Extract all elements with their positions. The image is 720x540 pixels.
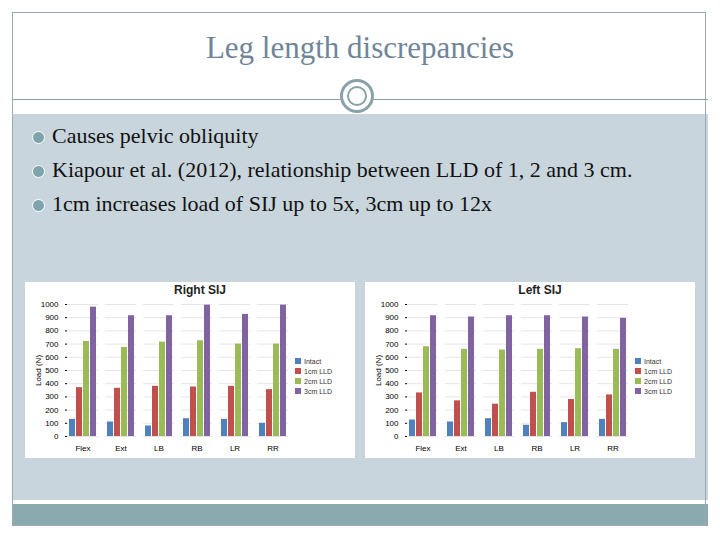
svg-text:RB: RB — [191, 444, 202, 453]
svg-text:0: 0 — [394, 432, 399, 441]
svg-text:900: 900 — [45, 313, 59, 322]
svg-text:LR: LR — [570, 444, 580, 453]
svg-text:300: 300 — [385, 392, 399, 401]
html-text:1cm LLD: 1cm LLD — [304, 367, 332, 375]
svg-text:900: 900 — [385, 313, 399, 322]
html-text:Kiapour et al. (2012), relatio: Kiapour et al. (2012), relationship betw… — [52, 157, 633, 182]
html-text:2cm LLD: 2cm LLD — [304, 377, 332, 385]
svg-text:300: 300 — [45, 392, 59, 401]
svg-text:600: 600 — [385, 353, 399, 362]
html-text:1cm increases load of SIJ up t: 1cm increases load of SIJ up to 5x, 3cm … — [52, 191, 492, 216]
svg-text:200: 200 — [45, 406, 59, 415]
svg-text:Load (N): Load (N) — [34, 355, 43, 386]
html-text:3cm LLD: 3cm LLD — [304, 387, 332, 395]
svg-text:RB: RB — [531, 444, 542, 453]
svg-text:500: 500 — [385, 366, 399, 375]
svg-text:100: 100 — [385, 419, 399, 428]
html-text:Causes pelvic obliquity: Causes pelvic obliquity — [52, 123, 259, 148]
svg-text:RR: RR — [607, 444, 619, 453]
svg-text:Ext: Ext — [115, 444, 127, 453]
svg-text:600: 600 — [45, 353, 59, 362]
svg-text:LB: LB — [494, 444, 504, 453]
html-text:1cm LLD: 1cm LLD — [644, 367, 672, 375]
svg-text:700: 700 — [45, 340, 59, 349]
svg-text:800: 800 — [385, 326, 399, 335]
svg-text:400: 400 — [385, 379, 399, 388]
svg-text:Flex: Flex — [75, 444, 90, 453]
svg-text:500: 500 — [45, 366, 59, 375]
svg-text:RR: RR — [267, 444, 279, 453]
html-text:3cm LLD: 3cm LLD — [644, 387, 672, 395]
svg-text:1000: 1000 — [381, 300, 399, 309]
html-text:Leg length discrepancies: Leg length discrepancies — [205, 30, 515, 65]
html-text:Intact: Intact — [304, 357, 322, 365]
svg-text:LB: LB — [154, 444, 164, 453]
svg-text:700: 700 — [385, 340, 399, 349]
svg-text:1000: 1000 — [41, 300, 59, 309]
svg-text:800: 800 — [45, 326, 59, 335]
html-text:2cm LLD: 2cm LLD — [644, 377, 672, 385]
svg-text:0: 0 — [54, 432, 59, 441]
svg-text:Load (N): Load (N) — [374, 355, 383, 386]
html-text:Left SIJ: Left SIJ — [518, 283, 562, 297]
html-text:Right SIJ: Right SIJ — [174, 283, 226, 297]
svg-text:100: 100 — [45, 419, 59, 428]
svg-text:LR: LR — [230, 444, 240, 453]
svg-text:400: 400 — [45, 379, 59, 388]
svg-text:Flex: Flex — [415, 444, 430, 453]
svg-text:Ext: Ext — [455, 444, 467, 453]
html-text:Intact: Intact — [644, 357, 662, 365]
svg-text:200: 200 — [385, 406, 399, 415]
